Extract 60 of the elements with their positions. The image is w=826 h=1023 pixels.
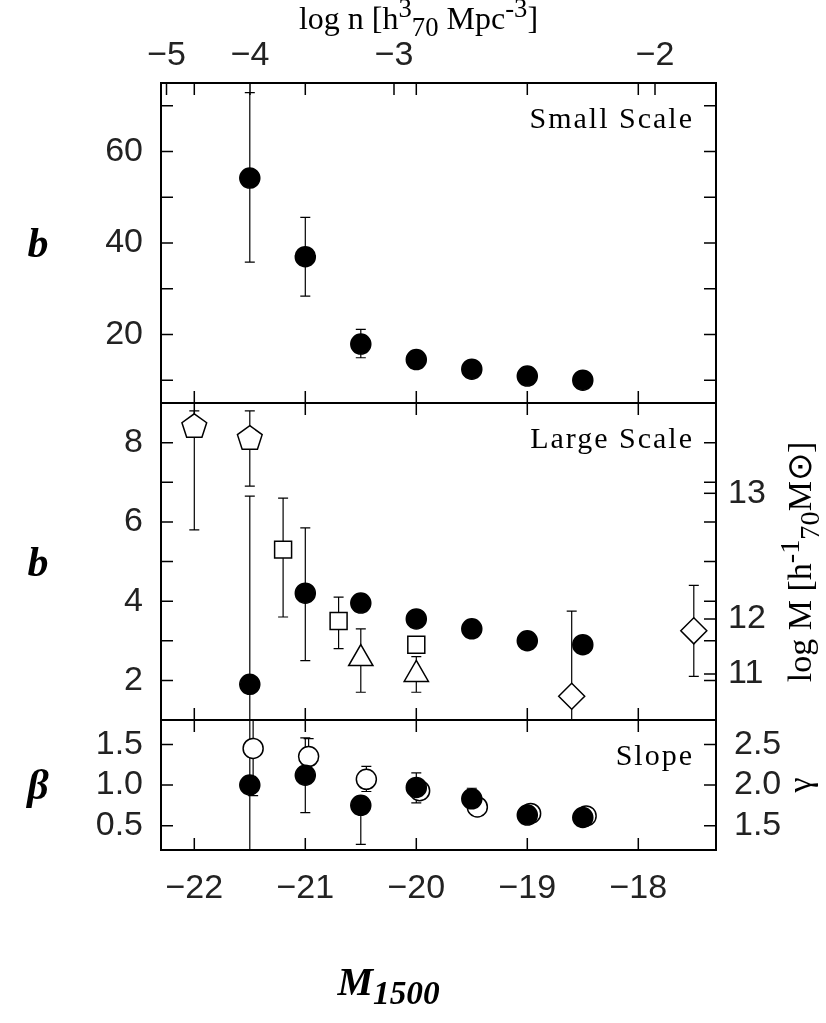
y-tick-label: 1.0 <box>95 763 143 802</box>
y-tick-label: 60 <box>105 129 143 168</box>
point <box>405 348 428 371</box>
point <box>461 618 483 640</box>
point <box>516 630 539 652</box>
point <box>273 540 293 559</box>
point <box>294 245 317 268</box>
text: −4 <box>230 34 270 73</box>
point <box>236 424 263 450</box>
annotation: Large Scale <box>530 420 694 454</box>
y-tick-label: 8 <box>124 421 143 459</box>
point <box>557 682 586 710</box>
point <box>294 764 317 786</box>
point <box>297 745 320 768</box>
x-tick-label: −18 <box>609 866 668 905</box>
point <box>461 788 483 810</box>
y-tick-label: 40 <box>105 221 143 260</box>
x-tick-label: −22 <box>165 866 224 905</box>
x-tick-label: −21 <box>276 866 335 905</box>
point <box>294 582 317 604</box>
y-axis-title: b <box>27 219 49 267</box>
point <box>350 333 372 355</box>
y-tick-label: 6 <box>124 500 143 539</box>
point <box>461 358 483 380</box>
point <box>239 167 261 189</box>
y-axis-title: β <box>27 761 49 809</box>
y-tick-label: 2 <box>124 658 143 697</box>
point <box>680 617 708 645</box>
point <box>239 673 261 696</box>
point <box>242 737 264 760</box>
y-axis-title: b <box>27 537 49 586</box>
point <box>407 635 426 654</box>
text: −2 <box>635 34 675 73</box>
point <box>516 365 539 387</box>
text: 13 <box>728 471 766 510</box>
text: −5 <box>147 34 186 73</box>
x-tick-label: −19 <box>498 866 557 905</box>
y2-tick-label: 2.0 <box>734 763 782 802</box>
point <box>239 774 261 796</box>
x-tick-label: −20 <box>387 866 446 905</box>
y-tick-label: 1.5 <box>95 722 143 761</box>
y2-tick-label: 2.5 <box>734 722 782 761</box>
point <box>350 592 372 614</box>
point <box>405 608 428 630</box>
y2-tick-label: 1.5 <box>734 804 782 842</box>
point <box>572 633 594 656</box>
annotation: Small Scale <box>529 100 694 134</box>
y2-axis-title: γ <box>781 777 819 793</box>
point <box>355 768 378 791</box>
point <box>329 611 348 631</box>
y-tick-label: 0.5 <box>95 804 143 842</box>
point <box>350 794 372 817</box>
y-tick-label: 20 <box>105 312 143 351</box>
x-axis-title: M$_{1500}$ <box>337 958 440 1012</box>
point <box>572 369 594 391</box>
text: 12 <box>728 597 766 636</box>
y-tick-label: 4 <box>124 579 143 618</box>
annotation: Slope <box>615 737 694 771</box>
point <box>181 413 208 439</box>
text: 11 <box>728 652 764 691</box>
